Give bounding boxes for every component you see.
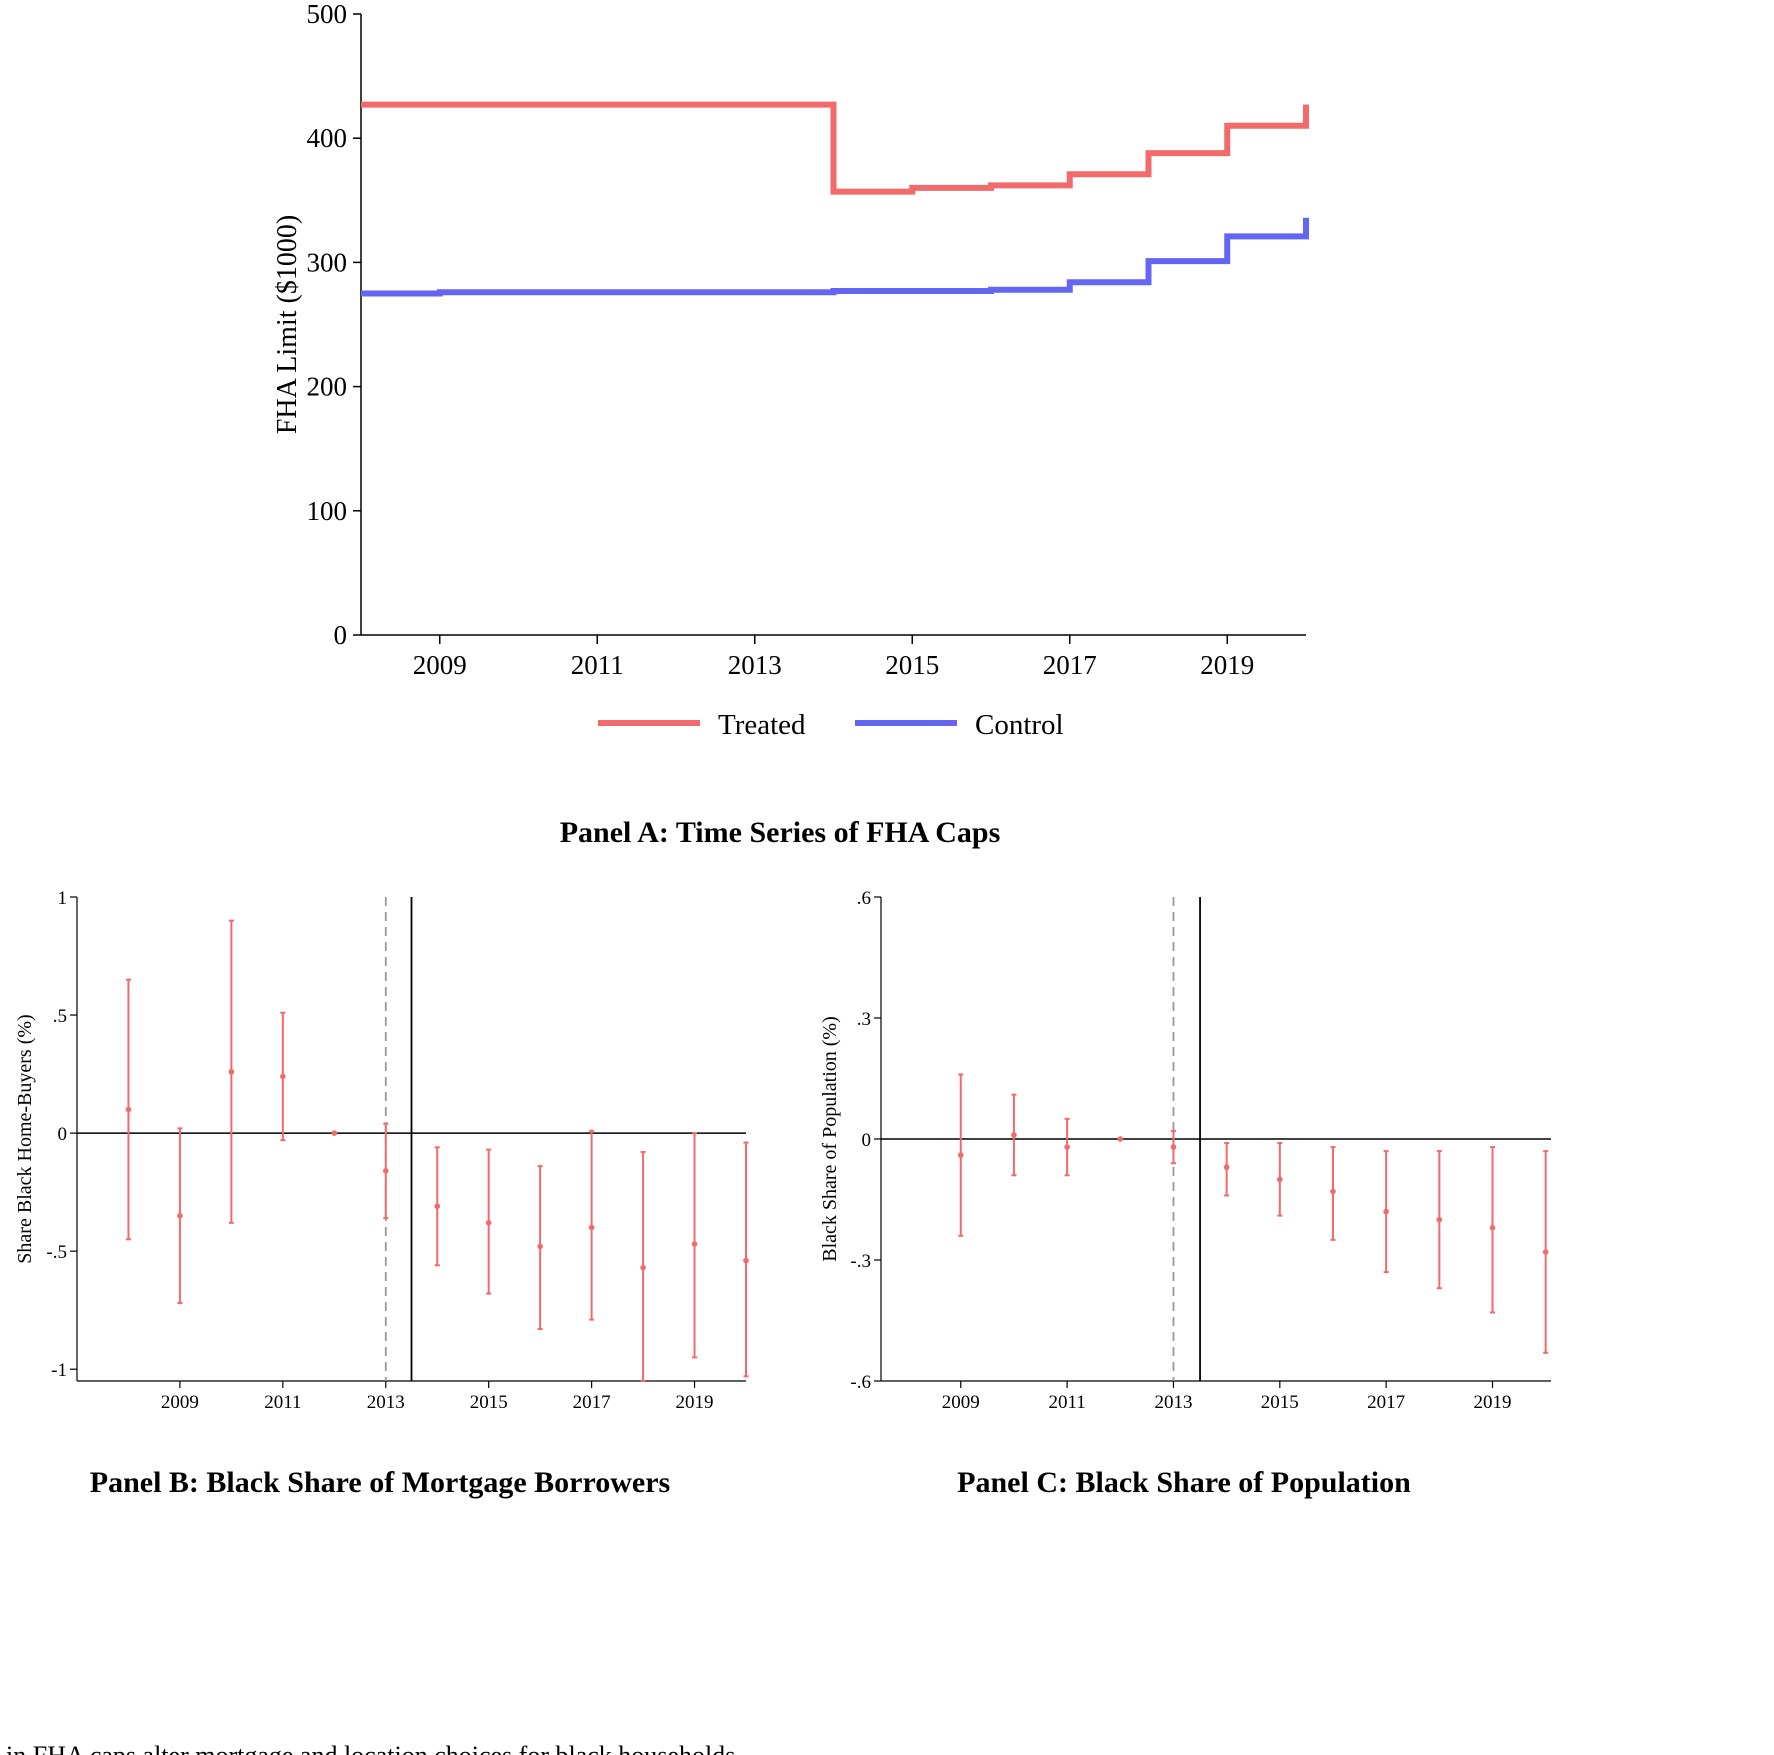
panel-b-x-tick-label: 2015: [470, 1392, 508, 1413]
panel-b-chart: 1 .5 0 -.5 -1 2009 2011 2013 2015 2017 2019 Share B…: [14, 888, 749, 1499]
panel-a-chart: 0 100 200 300 400 500 2009 2011 2013 2015 2017 2019…: [272, 0, 1309, 849]
panel-b-point-estimate: [691, 1241, 698, 1247]
panel-b-x-tick-label: 2011: [264, 1392, 301, 1413]
panel-b-point-estimate: [588, 1224, 595, 1231]
panel-c-x-tick-label: 2015: [1261, 1392, 1299, 1413]
legend-label-treated: Treated: [718, 709, 806, 741]
panel-c-chart: .6 .3 0 -.3 -.6 2009 2011 2013 2015 2017 2019 Black…: [819, 888, 1551, 1499]
panel-a-y-tick-label: 100: [307, 496, 348, 526]
panel-c-point-estimate: [1436, 1216, 1443, 1223]
panel-a-series-line-control: [361, 217, 1309, 297]
panel-b-point-estimate: [743, 1257, 749, 1264]
panel-c-title: Panel C: Black Share of Population: [957, 1466, 1411, 1499]
panel-b-point-estimate: [177, 1212, 183, 1219]
panel-b-point-estimate: [382, 1168, 389, 1174]
panel-a-series-line-treated: [361, 101, 1309, 195]
panel-a-y-axis-label: FHA Limit ($1000): [272, 215, 303, 434]
panel-c-point-estimate: [1117, 1136, 1124, 1142]
panel-a-y-tick-label: 300: [307, 247, 348, 277]
panel-a-x-tick-label: 2017: [1043, 650, 1097, 680]
panel-c-x-tick-label: 2017: [1367, 1392, 1405, 1413]
panel-c-y-tick-label: 0: [862, 1130, 872, 1151]
panel-c-x-tick-label: 2013: [1154, 1392, 1192, 1413]
panel-b-y-tick-label: -.5: [46, 1242, 67, 1263]
panel-b-point-estimate: [280, 1073, 286, 1080]
panel-a-x-tick-label: 2011: [571, 650, 624, 680]
figure-caption: Changes in FHA caps alter mortgage and l…: [0, 1722, 1774, 1755]
panel-a-x-tick-label: 2009: [413, 650, 467, 680]
panel-c-y-tick-label: -.3: [850, 1251, 871, 1272]
panel-a-x-tick-label: 2013: [728, 650, 782, 680]
panel-c-point-estimate: [1223, 1164, 1230, 1171]
panel-b-x-tick-label: 2019: [676, 1392, 714, 1413]
panel-c-point-estimate: [1489, 1224, 1496, 1231]
panel-c-y-tick-label: .3: [857, 1009, 871, 1030]
panel-b-point-estimate: [485, 1220, 492, 1226]
panel-a-y-tick-label: 400: [307, 123, 348, 153]
panel-c-point-estimate: [1330, 1188, 1336, 1195]
panel-c-point-estimate: [1170, 1144, 1177, 1150]
panel-b-point-estimate: [640, 1264, 646, 1271]
panel-b-point-estimate: [125, 1106, 132, 1113]
panel-b-point-estimate: [228, 1068, 235, 1075]
panel-c-point-estimate: [1277, 1176, 1283, 1183]
panel-b-title: Panel B: Black Share of Mortgage Borrowe…: [90, 1466, 670, 1499]
panel-a-x-tick-label: 2015: [885, 650, 939, 680]
panel-c-point-estimate: [1383, 1208, 1389, 1215]
panel-a-title: Panel A: Time Series of FHA Caps: [560, 816, 1001, 849]
caption-text: Changes in FHA caps alter mortgage and l…: [0, 1741, 735, 1755]
panel-c-x-tick-label: 2011: [1048, 1392, 1085, 1413]
panel-b-y-tick-label: -1: [51, 1360, 67, 1381]
panel-b-y-tick-label: 1: [58, 888, 68, 909]
panel-a-y-tick-label: 0: [334, 620, 348, 650]
panel-c-x-tick-label: 2009: [942, 1392, 980, 1413]
panel-c-point-estimate: [1011, 1132, 1017, 1138]
panel-b-x-tick-label: 2017: [573, 1392, 611, 1413]
panel-b-x-tick-label: 2009: [161, 1392, 199, 1413]
panel-c-point-estimate: [1542, 1249, 1549, 1255]
panel-c-y-tick-label: -.6: [850, 1372, 871, 1393]
panel-a-y-tick-label: 200: [307, 372, 348, 402]
panel-b-y-tick-label: .5: [53, 1006, 67, 1027]
panel-c-y-axis-label: Black Share of Population (%): [819, 1016, 841, 1262]
panel-b-point-estimate: [434, 1203, 441, 1210]
panel-c-point-estimate: [957, 1152, 964, 1158]
panel-c-y-tick-label: .6: [857, 888, 871, 909]
panel-c-point-estimate: [1064, 1144, 1070, 1150]
panel-b-y-axis-label: Share Black Home-Buyers (%): [14, 1014, 36, 1263]
panel-b-point-estimate: [537, 1243, 543, 1250]
panel-b-y-tick-label: 0: [58, 1124, 68, 1145]
legend-label-control: Control: [975, 709, 1064, 741]
panel-b-x-tick-label: 2013: [367, 1392, 405, 1413]
panel-b-point-estimate: [331, 1130, 338, 1136]
panel-c-x-tick-label: 2019: [1474, 1392, 1512, 1413]
panel-a-y-tick-label: 500: [307, 0, 348, 29]
panel-a-x-tick-label: 2019: [1200, 650, 1254, 680]
